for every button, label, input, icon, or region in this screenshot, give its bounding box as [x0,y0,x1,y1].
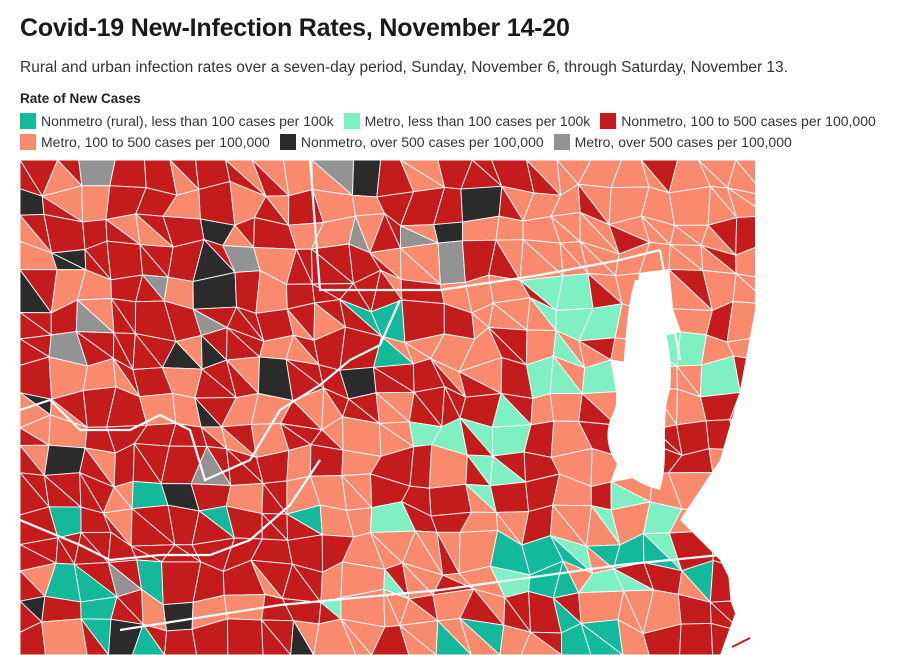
legend-item-nonmetro-mid: Nonmetro, 100 to 500 cases per 100,000 [600,113,876,129]
county-shape[interactable] [578,590,625,624]
county-shape[interactable] [679,622,714,655]
legend-label: Metro, over 500 cases per 100,000 [574,134,792,150]
legend-item-nonmetro-high: Nonmetro, over 500 cases per 100,000 [279,134,544,150]
atlantic-ocean [680,160,914,655]
legend-swatch [553,134,570,150]
map-title: Covid-19 New-Infection Rates, November 1… [20,14,570,42]
county-shape[interactable] [309,444,344,477]
county-shape[interactable] [437,240,466,285]
county-shape[interactable] [286,444,312,482]
county-shape[interactable] [590,481,612,511]
county-shape[interactable] [41,618,88,655]
county-shape[interactable] [162,601,194,632]
county-shape[interactable] [198,180,236,226]
county-shape[interactable] [489,481,530,513]
county-map-svg[interactable] [20,160,914,655]
legend-item-metro-mid: Metro, 100 to 500 cases per 100,000 [20,134,270,150]
county-shape[interactable] [520,631,563,655]
county-shape[interactable] [106,240,143,281]
county-shape[interactable] [20,621,46,655]
legend-item-metro-low: Metro, less than 100 cases per 100k [343,113,591,129]
county-shape[interactable] [290,619,315,655]
legend-label: Metro, 100 to 500 cases per 100,000 [41,134,270,150]
legend-title: Rate of New Cases [20,91,141,106]
county-shape[interactable] [371,625,410,655]
county-shape[interactable] [409,444,433,489]
county-shape[interactable] [352,160,382,198]
county-shape[interactable] [642,623,682,655]
county-shape[interactable] [428,483,472,517]
county-shape[interactable] [43,444,86,476]
legend-item-nonmetro-low: Nonmetro (rural), less than 100 cases pe… [20,113,334,129]
county-shape[interactable] [433,221,464,244]
county-shape[interactable] [227,618,264,655]
county-shape[interactable] [458,617,501,655]
county-shape[interactable] [495,215,524,241]
county-shape[interactable] [80,618,110,655]
legend-label: Nonmetro (rural), less than 100 cases pe… [41,113,334,129]
legend-swatch [600,113,617,129]
legend-label: Metro, less than 100 cases per 100k [364,113,591,129]
county-shape[interactable] [342,416,382,457]
county-shape[interactable] [398,624,438,655]
outer-banks [731,637,751,648]
legend: Nonmetro (rural), less than 100 cases pe… [20,113,910,150]
legend-label: Nonmetro, over 500 cases per 100,000 [300,134,544,150]
county-shape[interactable] [435,619,472,655]
legend-swatch [279,134,296,150]
map-subtitle: Rural and urban infection rates over a s… [20,59,788,76]
legend-swatch [20,134,36,150]
county-shape[interactable] [560,622,592,655]
county-shape[interactable] [78,160,116,187]
state-border [308,160,661,292]
state-border [20,299,402,482]
state-border [658,249,682,361]
county-shape[interactable] [499,624,532,655]
legend-swatch [20,113,36,129]
county-shape[interactable] [580,622,624,655]
legend-item-metro-high: Metro, over 500 cases per 100,000 [553,134,792,150]
county-shape[interactable] [164,628,198,655]
county-shape[interactable] [617,618,650,655]
legend-swatch [343,113,360,129]
county-shape[interactable] [549,393,583,422]
county-shape[interactable] [109,160,147,189]
state-border [20,459,321,562]
chesapeake-bay [607,280,671,490]
county-shape[interactable] [313,618,357,655]
county-shape[interactable] [261,618,292,655]
county-shape[interactable] [131,623,166,655]
county-map[interactable] [20,160,914,655]
state-border [119,553,721,632]
county-shape[interactable] [671,308,713,336]
county-shape[interactable] [340,618,373,655]
legend-label: Nonmetro, 100 to 500 cases per 100,000 [621,113,876,129]
county-shape[interactable] [191,618,229,655]
county-shape[interactable] [668,185,711,226]
county-shape[interactable] [81,185,111,223]
